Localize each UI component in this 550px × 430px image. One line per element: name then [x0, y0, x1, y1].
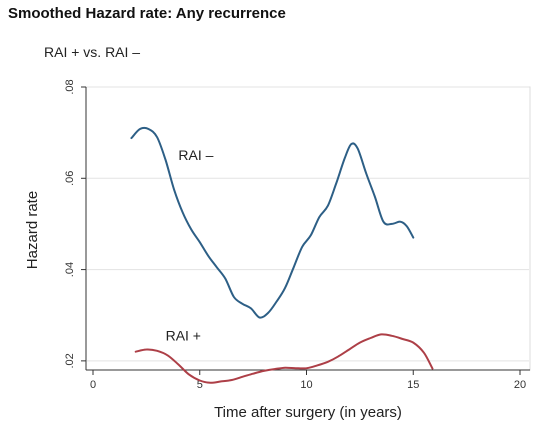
- plot-frame: [85, 86, 531, 371]
- chart-subtitle: RAI + vs. RAI –: [44, 44, 140, 60]
- axes: [81, 86, 530, 375]
- tick-labels: .02 .04 .06 .08 0 5 10 15 20: [64, 79, 526, 391]
- y-tick-label: .08: [64, 79, 76, 94]
- y-tick-label: .02: [64, 353, 76, 368]
- series-labels: RAI – RAI +: [166, 147, 214, 343]
- series-label-rai-minus: RAI –: [178, 147, 213, 163]
- series-label-rai-plus: RAI +: [166, 327, 201, 343]
- grid-lines: [87, 86, 529, 362]
- x-tick-label: 15: [407, 379, 419, 391]
- y-tick-label: .04: [64, 262, 76, 277]
- x-tick-label: 5: [197, 379, 203, 391]
- series-lines: [130, 126, 434, 384]
- chart-title: Smoothed Hazard rate: Any recurrence: [8, 5, 286, 22]
- series-line-rai-plus: [134, 333, 434, 384]
- x-axis-label: Time after surgery (in years): [214, 404, 402, 421]
- x-tick-label: 20: [514, 379, 526, 391]
- y-axis-label: Hazard rate: [24, 191, 41, 269]
- series-line-rai-minus: [130, 126, 415, 319]
- x-tick-label: 10: [300, 379, 312, 391]
- y-tick-label: .06: [64, 171, 76, 186]
- x-tick-label: 0: [90, 379, 96, 391]
